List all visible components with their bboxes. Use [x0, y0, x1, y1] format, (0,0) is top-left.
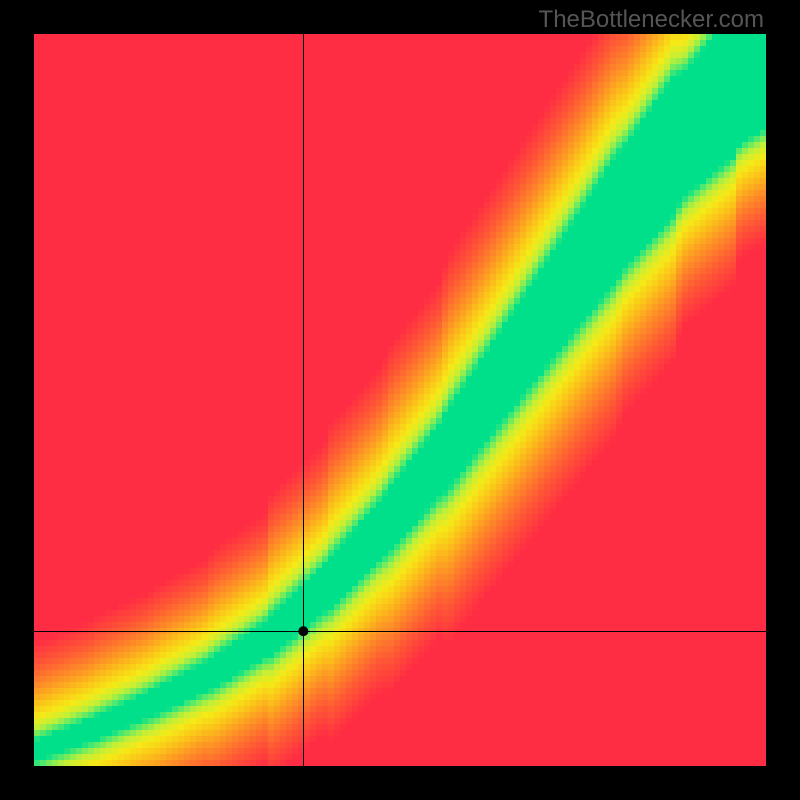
bottleneck-heatmap — [34, 34, 766, 766]
watermark-text: TheBottlenecker.com — [539, 6, 764, 34]
heatmap-canvas — [34, 34, 766, 766]
